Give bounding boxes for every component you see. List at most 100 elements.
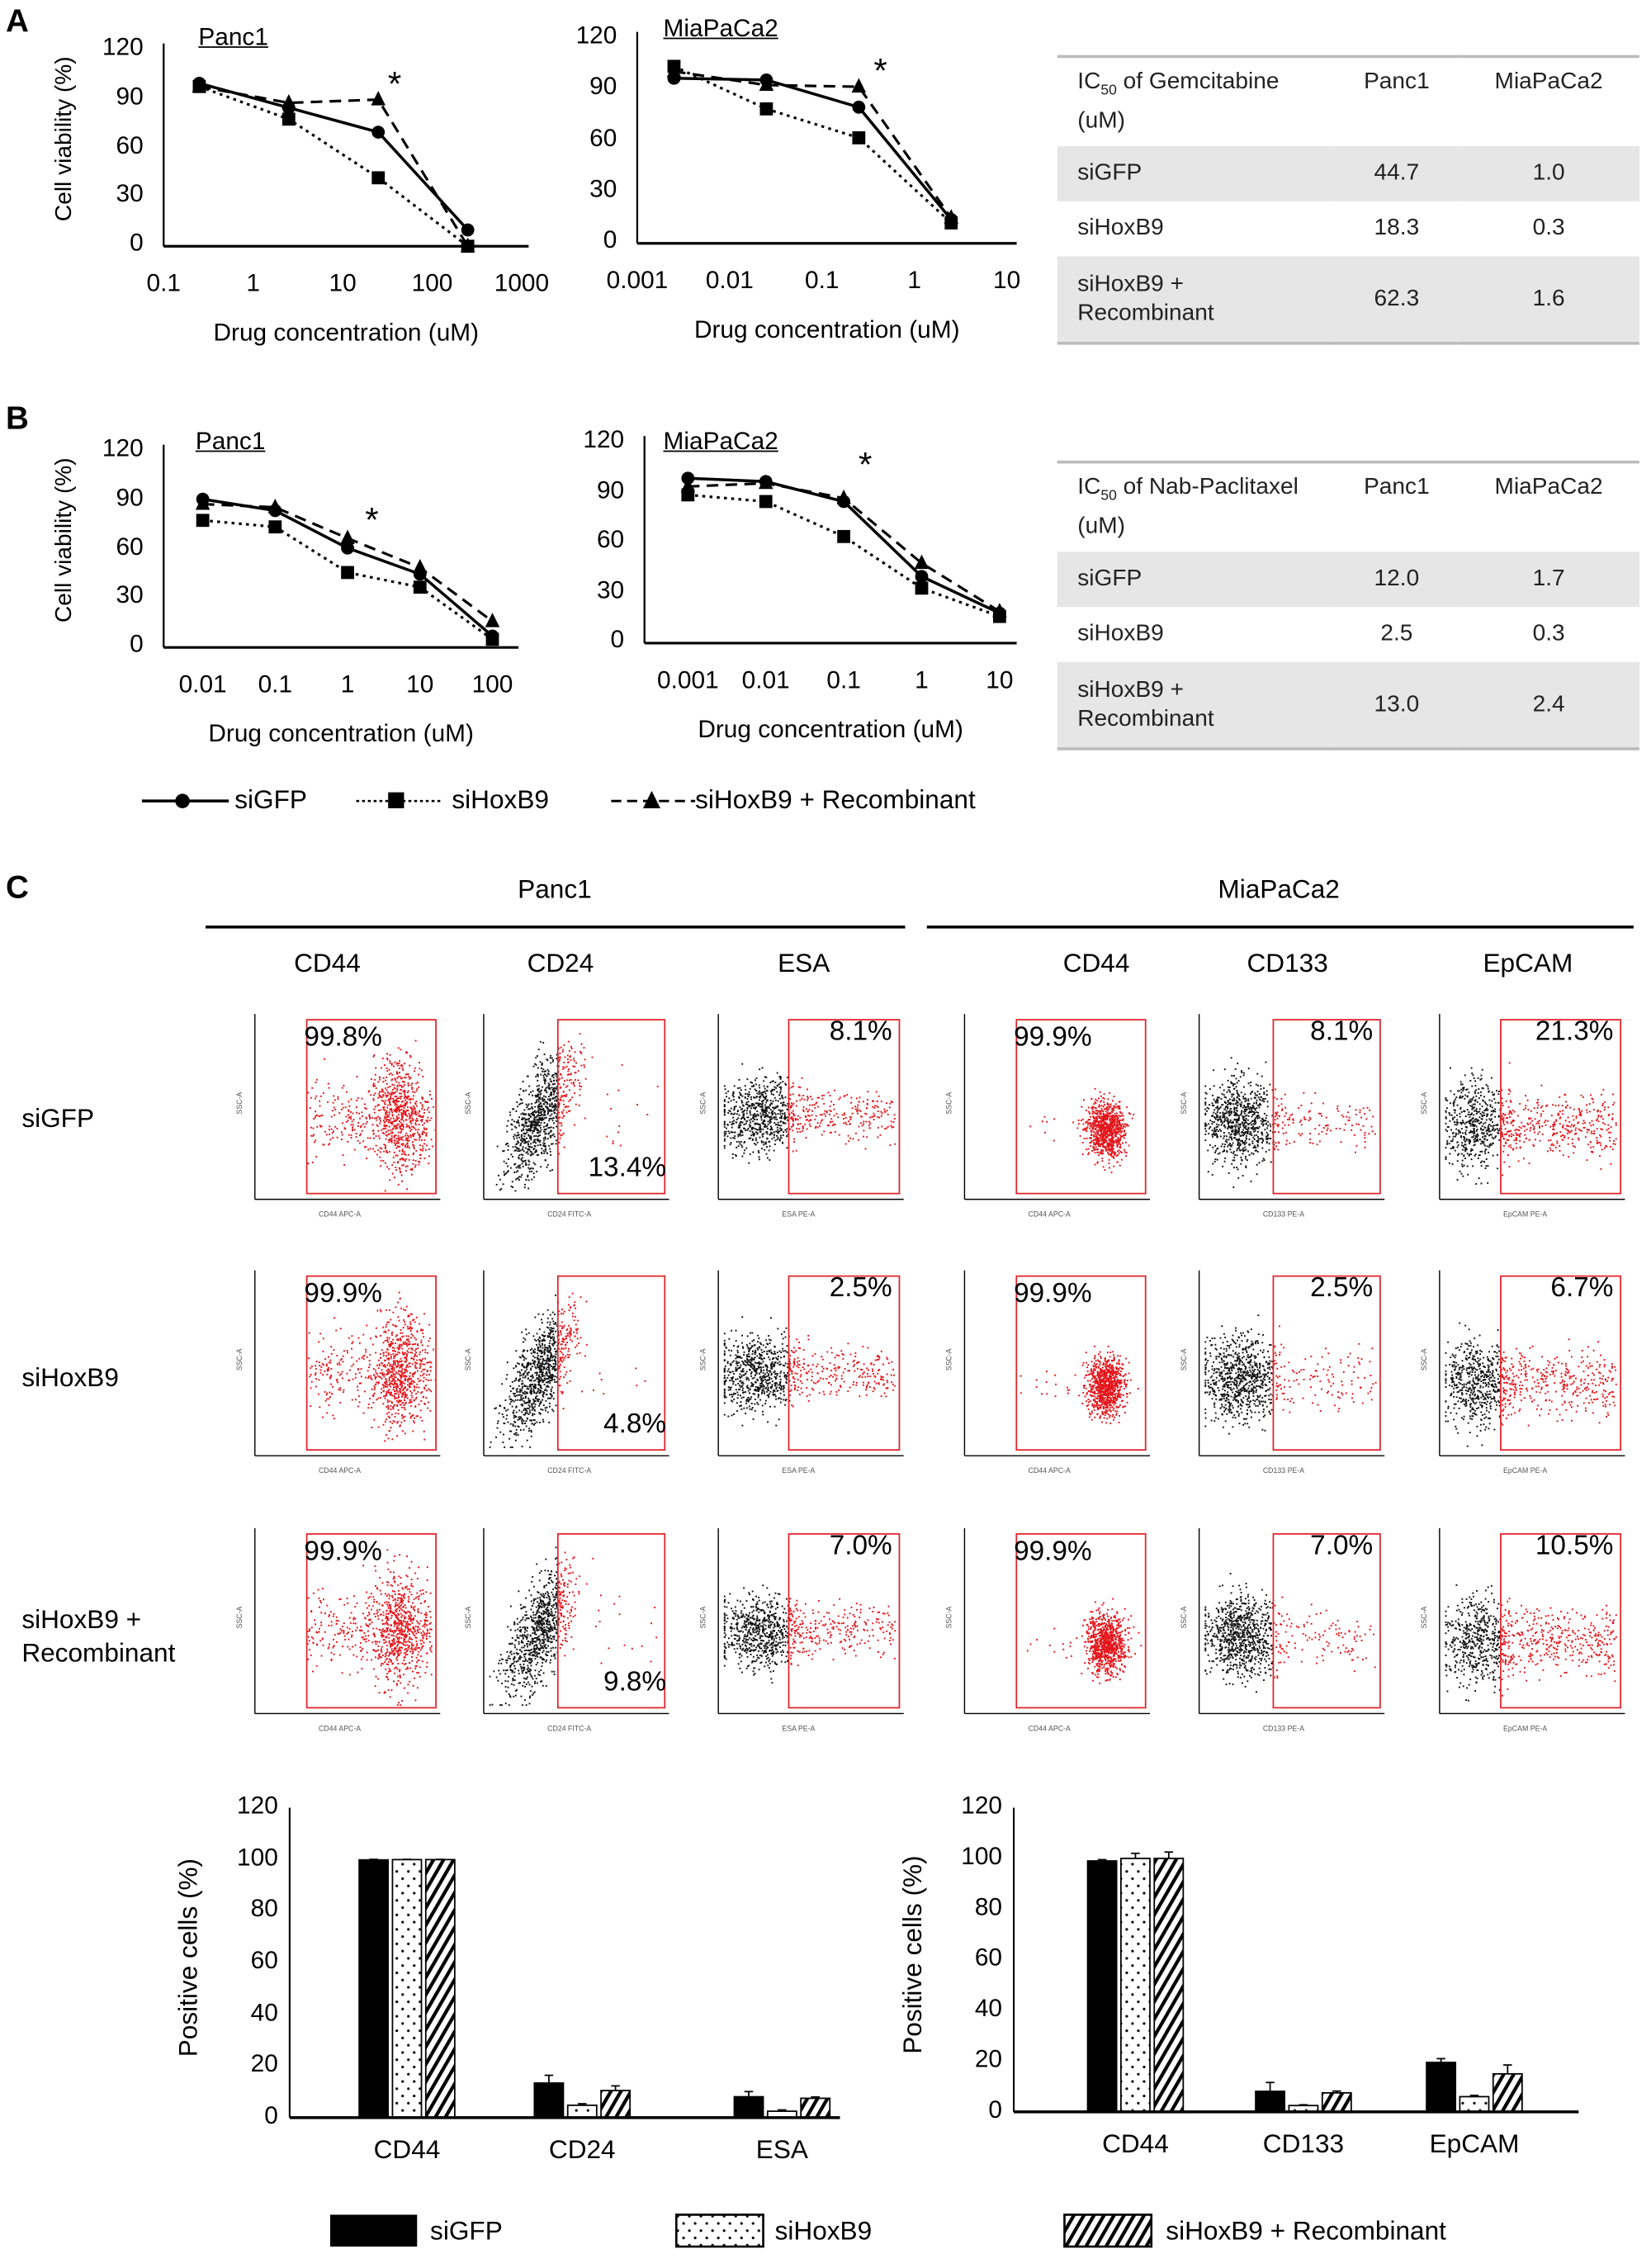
data-point-triangle (944, 209, 959, 224)
x-tick-label: 1 (340, 670, 355, 698)
bar-sihoxb9 (1459, 2095, 1490, 2113)
bar-sigfp (1426, 2062, 1457, 2113)
y-axis-label: SSC-A (1180, 1348, 1190, 1371)
scatter-plot (1198, 1270, 1385, 1456)
percent-positive: 99.8% (304, 1022, 382, 1054)
y-tick-label: 120 (102, 33, 144, 61)
legend-siGFP-swatch (330, 2214, 418, 2247)
percent-positive: 8.1% (1310, 1016, 1374, 1048)
column-header: MiaPaCa2 (1494, 69, 1603, 95)
bar-sigfp (1255, 2090, 1286, 2113)
percent-positive: 10.5% (1535, 1531, 1614, 1562)
x-axis-label: CD133 PE-A (1262, 1467, 1305, 1476)
percent-positive: 13.4% (588, 1153, 667, 1184)
ic50-value: 1.7 (1458, 552, 1639, 608)
y-tick-label: 120 (575, 21, 617, 50)
y-tick-label: 30 (116, 580, 144, 609)
percent-positive: 4.8% (603, 1409, 667, 1440)
x-axis-label: Drug concentration (uM) (698, 715, 963, 744)
x-axis-label: CD24 FITC-A (547, 1467, 592, 1476)
data-point-square (852, 131, 866, 144)
row-label: siHoxB9 + Recombinant (1057, 256, 1336, 343)
panel-label-c: C (6, 869, 29, 906)
y-tick-label: 60 (974, 1944, 1003, 1972)
data-point-triangle (195, 495, 211, 510)
data-point-triangle (914, 554, 930, 570)
row-label: siHoxB9 (1077, 215, 1164, 241)
y-axis-label: SSC-A (945, 1348, 955, 1371)
y-tick-label: 120 (583, 425, 625, 454)
y-tick-label: 60 (116, 130, 144, 159)
x-tick-label: 10 (329, 269, 357, 297)
data-point-circle (371, 125, 386, 139)
bar-sihoxb9-recombinant (600, 2090, 632, 2119)
scatter-plot (963, 1270, 1150, 1456)
data-point-square (413, 580, 427, 594)
table-row: siGFP 12.0 1.7 (1057, 552, 1639, 608)
y-axis-label: SSC-A (1421, 1606, 1430, 1629)
chart-title: MiaPaCa2 (663, 14, 778, 42)
y-axis-label: SSC-A (699, 1348, 708, 1371)
ic-suffix: of Nab-Paclitaxel (uM) (1077, 476, 1299, 538)
column-header: Panc1 (1364, 69, 1430, 95)
row-label-siGFP: siGFP (21, 1103, 95, 1133)
y-tick-label: 0 (264, 2101, 278, 2129)
x-tick-label: 100 (411, 269, 453, 297)
column-header: CD44 (1062, 949, 1130, 978)
scatter-plot (1439, 1270, 1625, 1456)
scatter-plot (483, 1527, 669, 1715)
percent-positive: 99.9% (1014, 1022, 1092, 1054)
ic-prefix: IC (1077, 69, 1101, 95)
bar-sigfp (358, 1858, 390, 2119)
series-line-sihoxb9 (202, 518, 494, 641)
flow-plot: 99.9% CD44 APC-A SSC-A (232, 1256, 449, 1488)
series-line-sihoxb9 (688, 493, 1001, 618)
data-point-triangle (413, 558, 428, 574)
ic50-value: 12.0 (1335, 552, 1459, 608)
x-axis-label: CD133 PE-A (1262, 1210, 1305, 1220)
y-tick-label: 20 (250, 2050, 278, 2078)
x-tick-label: 0.001 (606, 266, 669, 295)
scatter-plot (963, 1527, 1150, 1715)
scatter-plot (717, 1270, 904, 1456)
scatter-plot (717, 1527, 904, 1715)
y-axis-label: SSC-A (945, 1606, 955, 1629)
chart-title: Panc1 (195, 427, 266, 455)
x-axis-label: CD44 APC-A (318, 1467, 362, 1476)
legend-siHoxB9-swatch (674, 2214, 764, 2248)
percent-positive: 21.3% (1535, 1016, 1614, 1048)
x-axis-label: CD44 APC-A (1028, 1467, 1071, 1476)
x-axis-label: ESA PE-A (782, 1725, 816, 1735)
table-row: siHoxB9 18.3 0.3 (1057, 201, 1639, 257)
x-tick-label: 1000 (494, 269, 550, 297)
y-axis-label: Positive cells (%) (897, 1855, 927, 2054)
ic50-value: 1.0 (1458, 146, 1639, 201)
scatter-plot (254, 1014, 441, 1200)
x-axis-label: EpCAM PE-A (1503, 1210, 1548, 1220)
ic-suffix: of Gemcitabine (uM) (1077, 69, 1280, 133)
flow-plot: 99.9% CD44 APC-A SSC-A (232, 1513, 449, 1745)
flow-plot: 8.1% ESA PE-A SSC-A (695, 1000, 912, 1232)
y-axis-label: SSC-A (1180, 1091, 1190, 1115)
scatter-plot (1198, 1014, 1385, 1200)
row-label-recombinant: siHoxB9 + Recombinant (21, 1604, 176, 1668)
y-tick-label: 60 (596, 525, 625, 554)
bar-sihoxb9-recombinant (1153, 1858, 1185, 2113)
scatter-plot (1198, 1527, 1385, 1715)
bar-sihoxb9-recombinant (1492, 2072, 1523, 2113)
ic50-gemcitabine-table: IC50 of Gemcitabine (uM) Panc1 MiaPaCa2 siG… (1057, 54, 1639, 345)
bar-sihoxb9-recombinant (800, 2097, 831, 2119)
data-point-square (268, 520, 282, 534)
ic50-value: 0.3 (1532, 215, 1565, 241)
flow-plot: 13.4% CD24 FITC-A SSC-A (461, 1000, 678, 1232)
scatter-plot (254, 1527, 441, 1715)
data-point-triangle (485, 613, 500, 627)
panel-label-a: A (6, 2, 29, 40)
y-tick-label: 80 (250, 1895, 278, 1923)
ic-subscript: 50 (1100, 83, 1117, 100)
legend-recombinant: siHoxB9 + Recombinant (695, 784, 976, 814)
x-axis-label: EpCAM PE-A (1503, 1725, 1548, 1735)
x-tick-label: 10 (406, 670, 434, 698)
table-header-row: IC50 of Gemcitabine (uM) Panc1 MiaPaCa2 (1057, 56, 1639, 146)
y-tick-label: 40 (250, 1998, 278, 2026)
